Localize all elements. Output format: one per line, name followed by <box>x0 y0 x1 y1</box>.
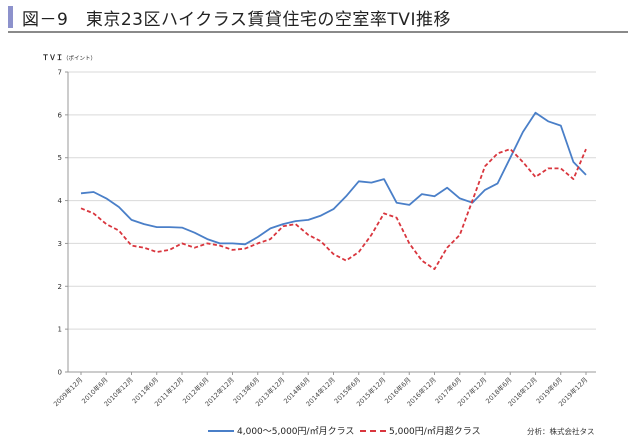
legend-label: 4,000～5,000円/㎡月クラス <box>237 427 355 437</box>
y-tick-label: 0 <box>58 369 62 377</box>
y-tick-label: 2 <box>58 283 62 291</box>
y-tick-label: 5 <box>58 154 62 162</box>
y-tick-label: 1 <box>58 326 62 334</box>
series-line-2 <box>80 148 587 271</box>
y-tick-label: 4 <box>58 197 63 205</box>
legend-swatch-solid <box>208 429 234 432</box>
title-divider <box>8 31 628 33</box>
y-tick-label: 3 <box>58 240 62 248</box>
legend-item-series-1: 4,000～5,000円/㎡月クラス <box>208 424 354 437</box>
legend-label: 5,000円/㎡月超クラス <box>389 427 481 437</box>
y-tick-label: 6 <box>58 111 63 119</box>
source-note: 分析：株式会社タス <box>527 427 595 436</box>
chart-title: 図－9 東京23区ハイクラス賃貸住宅の空室率TVI推移 <box>22 10 451 30</box>
legend-item-series-2: 5,000円/㎡月超クラス <box>360 424 481 437</box>
legend-swatch-dashed <box>360 429 386 432</box>
title-accent-bar <box>8 6 13 28</box>
y-tick-label: 7 <box>58 69 62 77</box>
x-tick-label: 2009年12月 <box>51 375 84 408</box>
series-line-1 <box>80 111 587 246</box>
y-axis-title: ＴＶＩ（ポイント） <box>42 53 96 62</box>
